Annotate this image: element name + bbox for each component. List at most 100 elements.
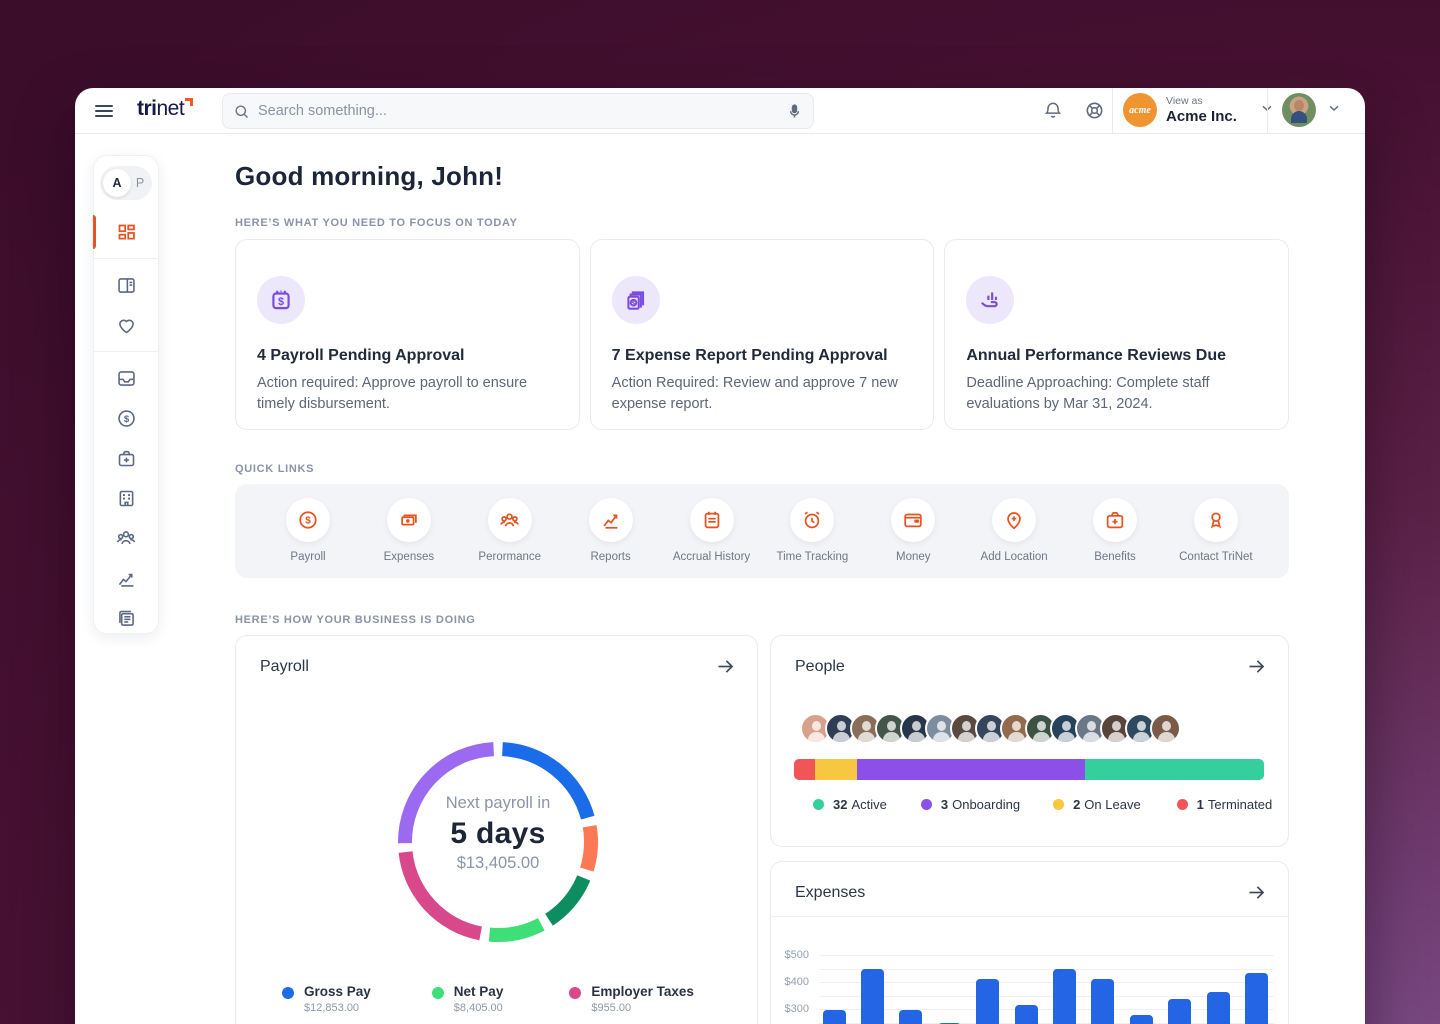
main-content: Good morning, John! HERE’S WHAT YOU NEED… bbox=[235, 134, 1290, 1024]
expenses-bar-chart: $500 $400 $300 bbox=[771, 949, 1290, 1024]
focus-card-expense-approval[interactable]: $ 7 Expense Report Pending Approval Acti… bbox=[589, 239, 935, 430]
location-pin-plus-icon bbox=[1007, 512, 1021, 530]
dollar-circle-icon: $ bbox=[299, 511, 317, 529]
business-cards-row: Payroll Next payroll in 5 days $13,405.0… bbox=[235, 635, 1289, 1024]
quick-link-performance[interactable]: Perormance bbox=[467, 498, 553, 578]
expense-bar-0 bbox=[822, 1010, 846, 1024]
quick-link-contact-trinet[interactable]: Contact TriNet bbox=[1173, 498, 1259, 578]
payroll-calendar-dollar-icon: $ bbox=[272, 290, 290, 310]
quick-link-reports[interactable]: Reports bbox=[568, 498, 654, 578]
sidebar-item-company[interactable] bbox=[94, 478, 158, 518]
sidebar-nav: A P $ bbox=[93, 155, 159, 634]
microphone-button[interactable] bbox=[786, 102, 803, 121]
chevron-down-icon bbox=[1262, 105, 1272, 111]
sidebar-item-panels[interactable] bbox=[94, 265, 158, 305]
sidebar-divider bbox=[94, 351, 158, 352]
svg-text:$: $ bbox=[123, 414, 129, 425]
support-person-icon bbox=[1210, 512, 1221, 529]
view-as-company-selector[interactable]: acme View as Acme Inc. bbox=[1123, 93, 1275, 127]
sidebar-item-payroll[interactable]: $ bbox=[94, 398, 158, 438]
expenses-card-title: Expenses bbox=[795, 883, 866, 901]
expense-bar-11 bbox=[1244, 973, 1268, 1024]
wallet-icon bbox=[904, 513, 922, 528]
expense-bar-7 bbox=[1091, 979, 1115, 1024]
chart-arrow-icon bbox=[603, 514, 618, 529]
focus-card-description: Deadline Approaching: Complete staff eva… bbox=[966, 375, 1210, 412]
quick-link-payroll[interactable]: $ Payroll bbox=[265, 498, 351, 578]
bell-icon bbox=[1044, 102, 1062, 118]
people-legend-item-active: 32 Active bbox=[813, 797, 887, 812]
expense-bar-4 bbox=[976, 979, 1000, 1024]
employee-avatar[interactable] bbox=[1150, 713, 1181, 744]
view-as-label: View as bbox=[1166, 95, 1203, 107]
sidebar-item-reports[interactable] bbox=[94, 558, 158, 598]
sidebar-item-inbox[interactable] bbox=[94, 358, 158, 398]
payroll-card-arrow-button[interactable] bbox=[715, 656, 736, 677]
status-bar-segment-0 bbox=[794, 759, 816, 780]
toggle-option-admin[interactable]: A bbox=[103, 169, 131, 197]
quick-link-time-tracking[interactable]: Time Tracking bbox=[769, 498, 855, 578]
search-bar[interactable] bbox=[222, 93, 814, 129]
page-title: Good morning, John! bbox=[235, 161, 504, 191]
legend-item-gross-pay: Gross Pay $12,853.00 bbox=[282, 984, 371, 1014]
notifications-bell-button[interactable] bbox=[1043, 100, 1063, 121]
donut-segment-4 bbox=[398, 742, 598, 942]
quick-link-expenses[interactable]: Expenses bbox=[366, 498, 452, 578]
expenses-card-arrow-button[interactable] bbox=[1246, 882, 1267, 903]
next-payroll-amount: $13,405.00 bbox=[456, 854, 540, 872]
sidebar-item-favorites[interactable] bbox=[94, 305, 158, 345]
arrow-right-icon bbox=[1249, 886, 1265, 899]
sidebar-item-documents[interactable] bbox=[94, 598, 158, 638]
quick-link-accrual-history[interactable]: Accrual History bbox=[669, 498, 755, 578]
admin-personal-toggle[interactable]: A P bbox=[100, 166, 152, 200]
arrow-right-icon bbox=[1249, 660, 1265, 673]
dashboard-grid-icon bbox=[118, 224, 135, 239]
quick-link-add-location[interactable]: Add Location bbox=[971, 498, 1057, 578]
payroll-card-title: Payroll bbox=[260, 657, 309, 675]
focus-card-performance-reviews[interactable]: Annual Performance Reviews Due Deadline … bbox=[944, 239, 1290, 430]
svg-text:$: $ bbox=[305, 516, 311, 527]
people-group-icon bbox=[500, 512, 520, 527]
focus-card-title: 7 Expense Report Pending Approval bbox=[611, 347, 888, 364]
sidebar-item-benefits[interactable] bbox=[94, 438, 158, 478]
microphone-icon bbox=[789, 103, 800, 118]
employee-avatar[interactable] bbox=[1100, 713, 1131, 744]
sidebar-item-dashboard[interactable] bbox=[93, 212, 158, 252]
toggle-option-personal[interactable]: P bbox=[135, 176, 145, 190]
people-card-arrow-button[interactable] bbox=[1246, 656, 1267, 677]
legend-item-employer-taxes: Employer Taxes $955.00 bbox=[569, 984, 694, 1014]
donut-segment-1 bbox=[398, 742, 598, 942]
sidebar-item-people[interactable] bbox=[94, 518, 158, 558]
donut-segment-0 bbox=[398, 742, 598, 942]
focus-card-payroll-approval[interactable]: $ 4 Payroll Pending Approval Action requ… bbox=[235, 239, 580, 430]
hamburger-menu-button[interactable] bbox=[95, 102, 113, 120]
people-legend-item-onboarding: 3 Onboarding bbox=[920, 797, 1020, 812]
status-bar-segment-1 bbox=[815, 759, 858, 780]
panel-layout-icon bbox=[117, 277, 135, 293]
payroll-card: Payroll Next payroll in 5 days $13,405.0… bbox=[235, 635, 758, 1024]
expense-bar-9 bbox=[1168, 999, 1192, 1024]
quick-link-money[interactable]: Money bbox=[870, 498, 956, 578]
people-status-stacked-bar bbox=[794, 759, 1264, 780]
documents-stack-icon bbox=[118, 610, 134, 626]
user-profile-menu[interactable] bbox=[1282, 93, 1342, 127]
people-legend-item-terminated: 1 Terminated bbox=[1176, 797, 1272, 812]
status-bar-segment-2 bbox=[857, 759, 1086, 780]
logo-corner-mark bbox=[185, 98, 194, 106]
people-group-icon bbox=[116, 531, 136, 545]
quick-link-benefits[interactable]: Benefits bbox=[1072, 498, 1158, 578]
gridline bbox=[819, 955, 1274, 956]
next-payroll-days: 5 days bbox=[450, 817, 546, 850]
benefits-case-icon bbox=[118, 450, 134, 466]
help-button[interactable] bbox=[1084, 100, 1105, 121]
business-section-label: HERE’S HOW YOUR BUSINESS IS DOING bbox=[235, 614, 476, 626]
focus-section-label: HERE’S WHAT YOU NEED TO FOCUS ON TODAY bbox=[235, 217, 518, 229]
employee-avatars-row bbox=[800, 713, 1181, 745]
search-input[interactable] bbox=[258, 103, 786, 119]
focus-cards-row: $ 4 Payroll Pending Approval Action requ… bbox=[235, 239, 1290, 430]
trinet-logo: tri net bbox=[137, 97, 194, 121]
user-avatar bbox=[1282, 93, 1316, 127]
